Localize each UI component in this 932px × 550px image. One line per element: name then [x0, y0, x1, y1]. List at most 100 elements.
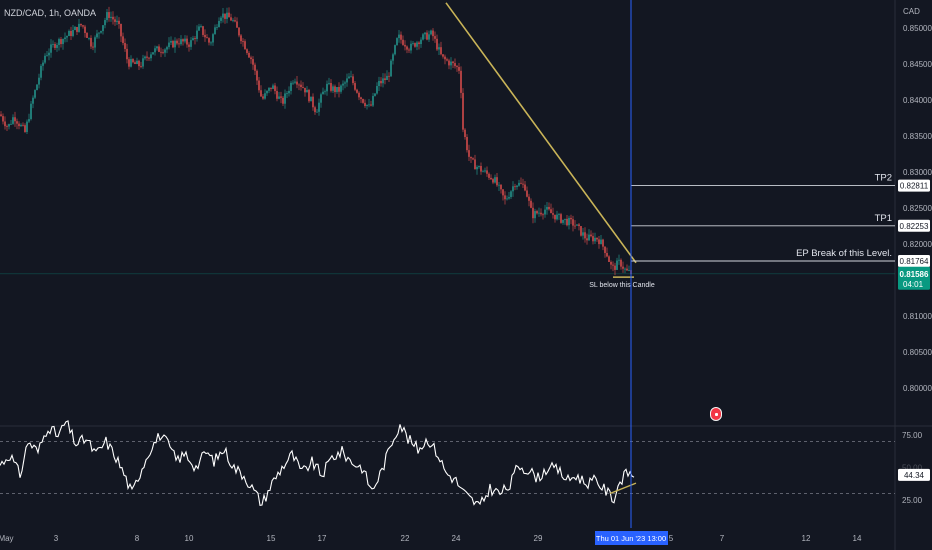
- candle: [478, 165, 480, 169]
- candle: [112, 11, 114, 25]
- candle-body: [484, 170, 486, 172]
- candle: [590, 230, 592, 238]
- candle-body: [106, 12, 108, 21]
- candle: [56, 42, 58, 52]
- candle-body: [542, 214, 544, 216]
- candle-body: [270, 87, 272, 89]
- candle-body: [154, 48, 156, 53]
- candle-body: [290, 82, 292, 91]
- candle-body: [20, 124, 22, 127]
- candle-body: [510, 191, 512, 198]
- candle: [534, 208, 536, 223]
- candle: [116, 15, 118, 26]
- candle-body: [552, 213, 554, 215]
- candle: [370, 100, 372, 107]
- time-axis-tick: 14: [853, 534, 862, 543]
- candle-body: [274, 85, 276, 92]
- candle-body: [346, 78, 348, 83]
- candle: [270, 87, 272, 92]
- candle-body: [332, 86, 334, 91]
- candle-body: [18, 123, 20, 127]
- candle: [188, 42, 190, 52]
- candle: [402, 35, 404, 46]
- candle-body: [24, 125, 26, 132]
- candle: [236, 17, 238, 28]
- candle-body: [216, 26, 218, 28]
- alert-icon[interactable]: [710, 407, 722, 421]
- candle-body: [148, 57, 150, 59]
- candle-body: [94, 37, 96, 48]
- candle-body: [470, 156, 472, 159]
- candle: [342, 80, 344, 91]
- candle-body: [22, 124, 24, 126]
- candle: [556, 210, 558, 221]
- candle-body: [554, 214, 556, 220]
- candle: [54, 42, 56, 51]
- candle-body: [412, 43, 414, 44]
- candle: [158, 44, 160, 53]
- price-axis-tick: 0.80000: [903, 384, 932, 393]
- candle: [368, 98, 370, 108]
- candle: [426, 30, 428, 41]
- candle-body: [308, 89, 310, 102]
- candle-body: [482, 171, 484, 173]
- candle-body: [2, 116, 4, 122]
- candle-body: [282, 97, 284, 104]
- candle: [156, 45, 158, 51]
- candle-body: [132, 59, 134, 63]
- candle: [324, 89, 326, 95]
- candle: [88, 37, 90, 41]
- candle: [544, 204, 546, 218]
- candle: [616, 257, 618, 271]
- candle: [98, 32, 100, 39]
- candle: [308, 88, 310, 103]
- candle: [628, 265, 630, 272]
- candle: [222, 8, 224, 23]
- candle-body: [378, 80, 380, 87]
- candle-body: [280, 96, 282, 98]
- candle: [300, 80, 302, 91]
- candle: [204, 29, 206, 42]
- candle: [474, 154, 476, 170]
- candle: [384, 73, 386, 85]
- candle: [450, 57, 452, 70]
- candle: [80, 23, 82, 27]
- candle-body: [318, 102, 320, 112]
- candle: [560, 212, 562, 224]
- candle: [390, 59, 392, 77]
- candle: [618, 254, 620, 265]
- candle: [510, 190, 512, 199]
- candle-body: [104, 20, 106, 26]
- candle: [72, 25, 74, 38]
- candle-body: [400, 34, 402, 40]
- candle: [596, 237, 598, 242]
- candle: [514, 183, 516, 191]
- candle-body: [152, 52, 154, 55]
- candle: [52, 40, 54, 48]
- candle-body: [248, 52, 250, 58]
- time-axis-tick: 22: [401, 534, 410, 543]
- candle: [228, 7, 230, 18]
- candle-body: [424, 32, 426, 35]
- candle-body: [520, 182, 522, 184]
- candle-body: [320, 94, 322, 103]
- candle-body: [442, 54, 444, 57]
- candle-body: [500, 184, 502, 190]
- candle-body: [350, 76, 352, 78]
- candle-body: [382, 78, 384, 84]
- candle: [526, 186, 528, 198]
- candle-body: [82, 25, 84, 27]
- candle-body: [518, 182, 520, 186]
- candle-body: [268, 87, 270, 91]
- candle: [174, 37, 176, 53]
- candle: [552, 207, 554, 219]
- candle-body: [596, 237, 598, 240]
- candle: [592, 232, 594, 245]
- candle-body: [54, 44, 56, 48]
- candle-body: [166, 47, 168, 50]
- candle: [622, 261, 624, 273]
- candle-body: [578, 224, 580, 227]
- candle-body: [236, 21, 238, 28]
- candle: [212, 32, 214, 46]
